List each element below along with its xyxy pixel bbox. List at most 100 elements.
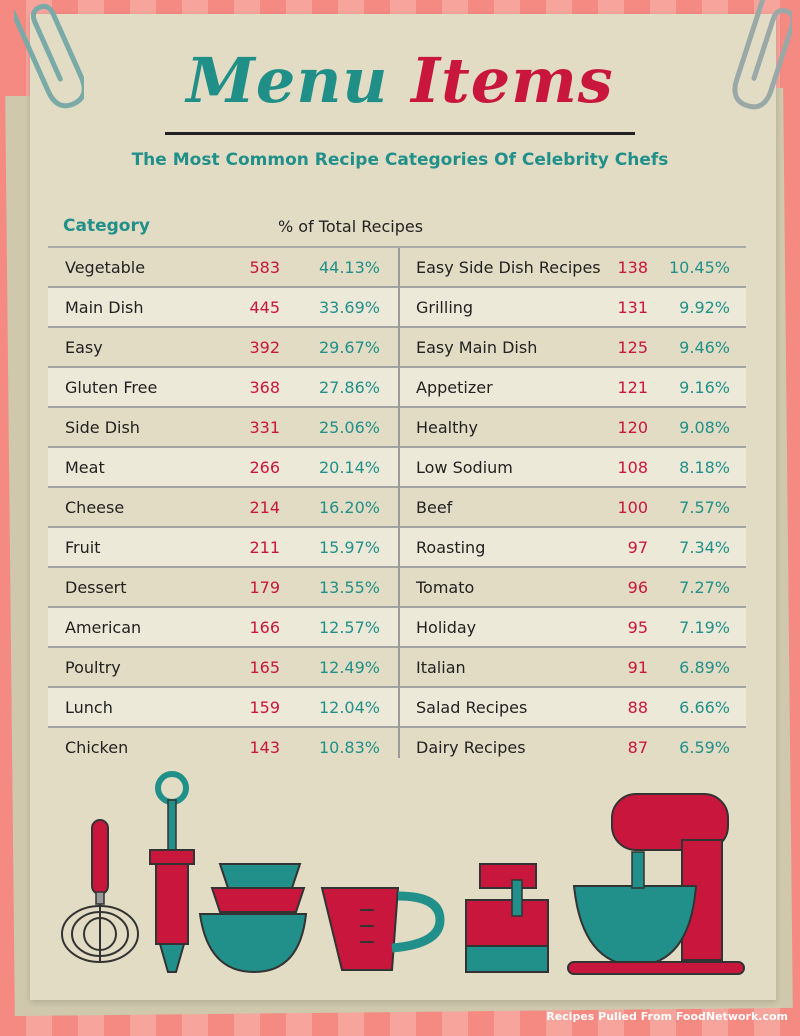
table-row: Easy 392 29.67% Easy Main Dish 125 9.46% <box>48 328 746 368</box>
category-name: American <box>65 618 142 637</box>
recipe-percent: 12.49% <box>318 658 380 677</box>
category-name: Holiday <box>416 618 477 637</box>
recipe-count: 91 <box>627 658 648 677</box>
category-name: Fruit <box>65 538 101 557</box>
recipe-percent: 9.08% <box>679 418 730 437</box>
category-name: Healthy <box>416 418 479 437</box>
category-name: Poultry <box>65 658 121 677</box>
category-name: Easy Side Dish Recipes <box>416 258 601 277</box>
category-name: Main Dish <box>65 298 144 317</box>
paperclip-icon <box>14 3 84 109</box>
recipe-percent: 12.04% <box>318 698 380 717</box>
percent-header: % of Total Recipes <box>278 217 424 236</box>
category-name: Appetizer <box>416 378 493 397</box>
category-name: Grilling <box>416 298 474 317</box>
recipe-percent: 33.69% <box>318 298 380 317</box>
recipe-percent: 9.16% <box>679 378 730 397</box>
recipe-percent: 9.46% <box>679 338 730 357</box>
table-row: Dessert 179 13.55% Tomato 96 7.27% <box>48 568 746 608</box>
recipe-count: 583 <box>249 258 280 277</box>
whisk-icon <box>61 819 139 963</box>
category-name: Low Sodium <box>416 458 513 477</box>
recipe-count: 121 <box>617 378 648 397</box>
category-name: Roasting <box>416 538 486 557</box>
recipe-percent: 25.06% <box>318 418 380 437</box>
kitchen-illustrations <box>61 771 745 975</box>
category-name: Cheese <box>65 498 125 517</box>
recipe-count: 88 <box>627 698 648 717</box>
stand-mixer-icon <box>567 793 745 975</box>
table-row: Vegetable 583 44.13% Easy Side Dish Recipes… <box>48 248 746 288</box>
recipe-percent: 6.89% <box>679 658 730 677</box>
recipe-percent: 13.55% <box>318 578 380 597</box>
page-title: Menu Items <box>0 44 800 117</box>
recipe-count: 445 <box>249 298 280 317</box>
recipe-percent: 7.27% <box>679 578 730 597</box>
source-footer: Recipes Pulled From FoodNetwork.com <box>546 1010 788 1023</box>
title-word-menu: Menu <box>186 44 389 117</box>
recipe-count: 165 <box>249 658 280 677</box>
recipe-percent: 29.67% <box>318 338 380 357</box>
recipe-percent: 12.57% <box>318 618 380 637</box>
recipe-percent: 6.59% <box>679 738 730 757</box>
recipe-percent: 9.92% <box>679 298 730 317</box>
recipe-count: 392 <box>249 338 280 357</box>
category-name: Dairy Recipes <box>416 738 526 757</box>
paperclip-icon <box>732 0 792 110</box>
title-word-items: Items <box>411 44 614 117</box>
recipe-table: Vegetable 583 44.13% Easy Side Dish Recipes… <box>48 248 746 768</box>
table-row: Main Dish 445 33.69% Grilling 131 9.92% <box>48 288 746 328</box>
category-name: Meat <box>65 458 105 477</box>
baster-icon <box>149 771 195 973</box>
recipe-count: 131 <box>617 298 648 317</box>
recipe-percent: 7.57% <box>679 498 730 517</box>
table-row: Gluten Free 368 27.86% Appetizer 121 9.16% <box>48 368 746 408</box>
recipe-count: 100 <box>617 498 648 517</box>
category-name: Italian <box>416 658 466 677</box>
measuring-jug-icon <box>320 887 445 971</box>
table-row: Lunch 159 12.04% Salad Recipes 88 6.66% <box>48 688 746 728</box>
recipe-count: 87 <box>627 738 648 757</box>
category-name: Side Dish <box>65 418 140 437</box>
recipe-percent: 20.14% <box>318 458 380 477</box>
recipe-count: 97 <box>627 538 648 557</box>
table-row: Side Dish 331 25.06% Healthy 120 9.08% <box>48 408 746 448</box>
recipe-count: 125 <box>617 338 648 357</box>
table-row: Fruit 211 15.97% Roasting 97 7.34% <box>48 528 746 568</box>
category-name: Salad Recipes <box>416 698 528 717</box>
recipe-count: 96 <box>627 578 648 597</box>
recipe-percent: 8.18% <box>679 458 730 477</box>
category-header: Category <box>63 216 150 236</box>
storage-jar-icon <box>465 863 549 973</box>
column-divider <box>398 248 400 758</box>
recipe-count: 331 <box>249 418 280 437</box>
recipe-count: 179 <box>249 578 280 597</box>
category-name: Gluten Free <box>65 378 158 397</box>
category-name: Chicken <box>65 738 129 757</box>
category-name: Dessert <box>65 578 127 597</box>
recipe-count: 108 <box>617 458 648 477</box>
table-row: Cheese 214 16.20% Beef 100 7.57% <box>48 488 746 528</box>
recipe-count: 95 <box>627 618 648 637</box>
recipe-percent: 6.66% <box>679 698 730 717</box>
category-name: Beef <box>416 498 453 517</box>
title-underline <box>165 132 635 135</box>
recipe-count: 214 <box>249 498 280 517</box>
category-name: Tomato <box>416 578 475 597</box>
table-row: Chicken 143 10.83% Dairy Recipes 87 6.59% <box>48 728 746 768</box>
category-name: Easy <box>65 338 103 357</box>
recipe-count: 166 <box>249 618 280 637</box>
recipe-percent: 7.19% <box>679 618 730 637</box>
recipe-count: 159 <box>249 698 280 717</box>
category-name: Lunch <box>65 698 113 717</box>
category-name: Vegetable <box>65 258 146 277</box>
recipe-percent: 7.34% <box>679 538 730 557</box>
recipe-count: 120 <box>617 418 648 437</box>
recipe-percent: 16.20% <box>318 498 380 517</box>
table-row: Meat 266 20.14% Low Sodium 108 8.18% <box>48 448 746 488</box>
recipe-percent: 15.97% <box>318 538 380 557</box>
recipe-count: 211 <box>249 538 280 557</box>
recipe-count: 368 <box>249 378 280 397</box>
table-row: American 166 12.57% Holiday 95 7.19% <box>48 608 746 648</box>
table-row: Poultry 165 12.49% Italian 91 6.89% <box>48 648 746 688</box>
